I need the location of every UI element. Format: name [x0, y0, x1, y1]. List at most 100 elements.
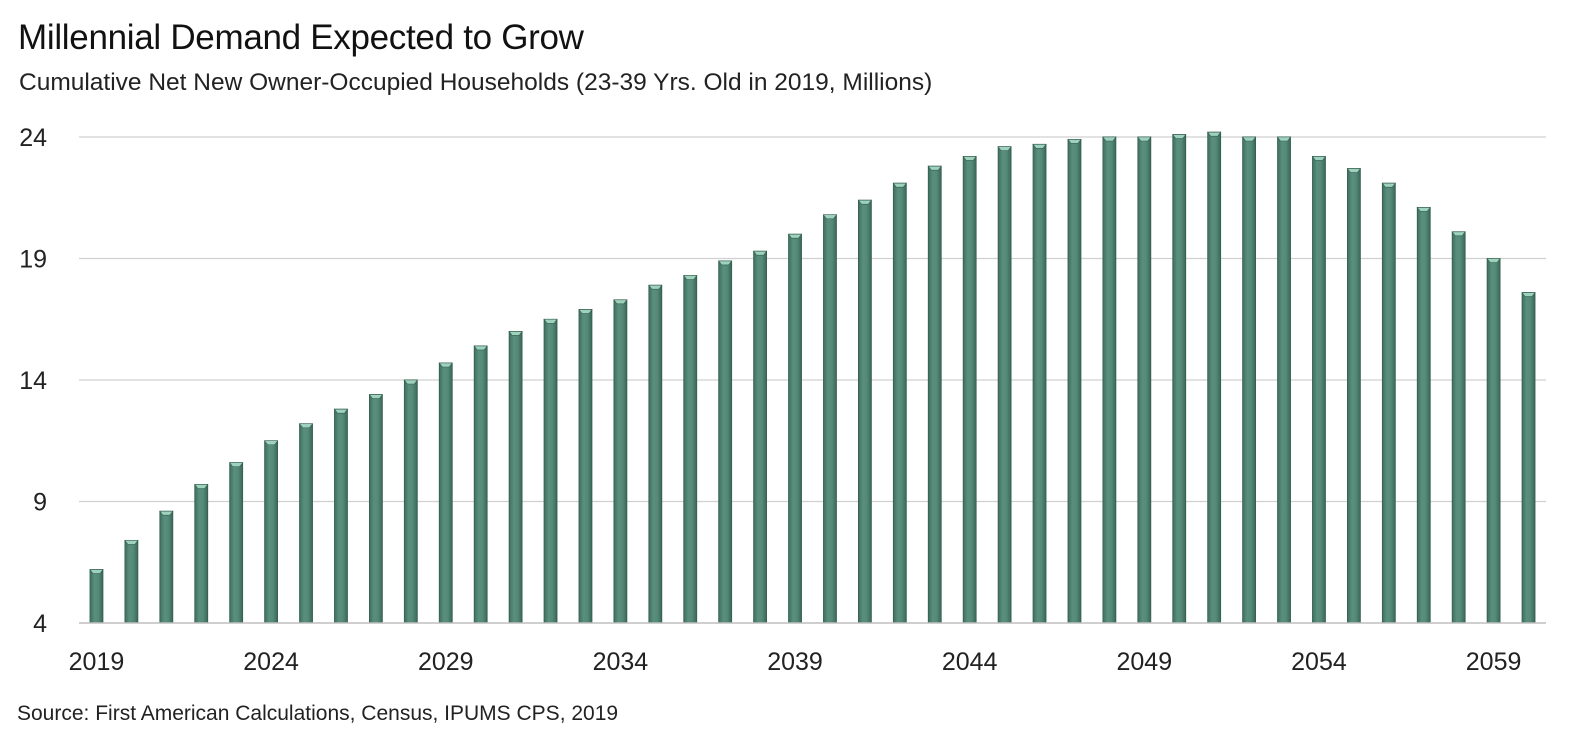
bar-2045	[997, 146, 1012, 624]
bar-2060	[1521, 292, 1536, 624]
bar-2031	[508, 330, 523, 624]
bar-2020	[124, 539, 139, 624]
x-tick-label: 2044	[942, 648, 998, 676]
bar	[1346, 168, 1361, 624]
bar-2044	[962, 156, 977, 624]
bar-2027	[368, 394, 383, 624]
bar-2051	[1207, 131, 1222, 624]
bar-2030	[473, 345, 488, 624]
bar-top-bevel	[578, 309, 593, 314]
bar-2026	[333, 408, 349, 624]
bar-top-bevel	[508, 331, 523, 336]
bar	[89, 569, 104, 624]
y-tick-label: 14	[19, 367, 47, 395]
bar	[334, 408, 348, 624]
bar-2054	[1311, 156, 1327, 624]
bar	[1102, 136, 1117, 624]
bar-top-bevel	[613, 299, 628, 305]
bar-top-bevel	[787, 233, 803, 239]
bar-top-bevel	[194, 484, 209, 489]
bar	[299, 423, 313, 624]
bar	[368, 394, 383, 624]
bar-top-bevel	[1416, 207, 1431, 212]
bar-top-bevel	[857, 199, 872, 205]
bar-2028	[403, 379, 418, 624]
bar-2019	[89, 569, 104, 624]
bar-2025	[298, 423, 314, 624]
bar-top-bevel	[298, 423, 314, 429]
bar-top-bevel	[822, 214, 838, 220]
source-note: Source: First American Calculations, Cen…	[17, 702, 619, 725]
bar-2022	[194, 484, 209, 624]
bar	[997, 146, 1012, 624]
bar-2032	[543, 318, 558, 624]
bar	[1137, 136, 1152, 624]
bar-2036	[683, 275, 698, 624]
bar-top-bevel	[1032, 143, 1047, 149]
bar-2058	[1451, 231, 1466, 624]
x-tick-label: 2029	[418, 648, 474, 676]
bar-2057	[1416, 207, 1431, 624]
bar-top-bevel	[962, 156, 977, 161]
bar-2049	[1137, 136, 1152, 624]
bar-top-bevel	[229, 462, 244, 467]
bar	[1242, 136, 1257, 624]
bar-top-bevel	[753, 250, 768, 256]
bar-2023	[229, 462, 244, 624]
bar	[1381, 182, 1396, 624]
bar-2047	[1067, 139, 1082, 624]
bar-top-bevel	[1207, 131, 1222, 137]
bar-2046	[1032, 143, 1047, 624]
x-tick-label: 2039	[767, 648, 823, 676]
bar-top-bevel	[333, 408, 349, 414]
bar-top-bevel	[1276, 136, 1292, 142]
bar-top-bevel	[1137, 136, 1152, 142]
bar	[1067, 139, 1082, 624]
chart-subtitle: Cumulative Net New Owner-Occupied Househ…	[19, 69, 933, 96]
bar	[927, 165, 942, 624]
bar-top-bevel	[543, 318, 558, 324]
y-tick-label: 19	[19, 246, 47, 274]
bar-2034	[613, 299, 628, 624]
bar-top-bevel	[159, 510, 174, 516]
bar-top-bevel	[403, 379, 418, 385]
x-tick-label: 2059	[1466, 648, 1522, 676]
x-tick-label: 2054	[1291, 648, 1347, 676]
bar-top-bevel	[683, 275, 698, 280]
bar	[613, 299, 628, 624]
x-tick-label: 2024	[243, 648, 299, 676]
bar-2055	[1346, 168, 1361, 624]
bar	[1207, 131, 1222, 624]
bar-2042	[892, 182, 907, 624]
bar	[788, 233, 802, 624]
bar-2052	[1242, 136, 1257, 624]
bar	[194, 484, 209, 624]
bar-top-bevel	[892, 182, 907, 188]
bar-top-bevel	[1381, 182, 1396, 188]
bar-top-bevel	[1102, 136, 1117, 142]
x-tick-label: 2019	[69, 648, 125, 676]
bar-2037	[718, 260, 733, 624]
bar-top-bevel	[1311, 156, 1327, 161]
bar-2040	[822, 214, 838, 624]
bar	[438, 362, 453, 624]
bar	[1312, 156, 1326, 624]
y-tick-label: 9	[33, 489, 47, 517]
bar	[403, 379, 418, 624]
bar	[473, 345, 488, 624]
bar	[683, 275, 698, 624]
bar	[857, 199, 872, 624]
y-tick-label: 4	[33, 610, 47, 638]
bar	[1277, 136, 1291, 624]
bar	[1172, 134, 1187, 624]
bar-top-bevel	[1067, 139, 1082, 144]
bar-chart: 4 9 14 19 24 2019 2024 2029 2034 2039 2044 2049 2054…	[19, 124, 1546, 676]
bar	[1032, 143, 1047, 624]
bar	[264, 440, 279, 624]
bar	[124, 539, 139, 624]
bar-2021	[159, 510, 174, 624]
bar-top-bevel	[648, 284, 663, 290]
bar-top-bevel	[1451, 231, 1466, 237]
bar-2029	[438, 362, 453, 624]
bar-top-bevel	[264, 440, 279, 446]
